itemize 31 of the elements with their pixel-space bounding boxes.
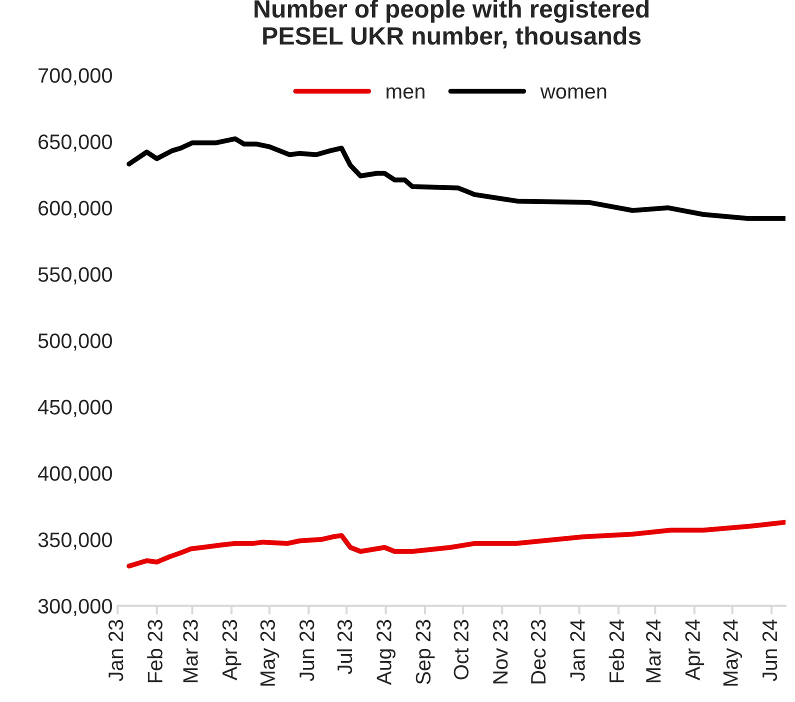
y-tick-label: 550,000 bbox=[38, 267, 112, 284]
x-tick-label: Sep 23 bbox=[416, 620, 435, 684]
y-tick-label: 400,000 bbox=[38, 466, 112, 484]
x-tick-label: Jul 23 bbox=[336, 620, 352, 674]
x-tick-label: Feb 23 bbox=[147, 620, 162, 682]
y-tick-label: 300,000 bbox=[38, 598, 112, 616]
x-tick-label: May 23 bbox=[260, 620, 280, 686]
y-tick-label: 600,000 bbox=[38, 200, 112, 218]
x-tick-label: Mar 24 bbox=[646, 620, 661, 682]
line-series bbox=[126, 136, 786, 221]
y-tick-label: 700,000 bbox=[38, 68, 112, 86]
x-tick-label: Jan 23 bbox=[108, 620, 124, 682]
y-tick-label: 450,000 bbox=[38, 400, 112, 418]
x-tick-label: Dec 23 bbox=[530, 620, 546, 684]
x-tick-label: Aug 23 bbox=[376, 620, 396, 686]
x-tick-label: Jun 23 bbox=[299, 620, 314, 682]
y-tick-label: 350,000 bbox=[38, 532, 112, 550]
x-tick-label: Jan 24 bbox=[570, 620, 585, 682]
y-tick-label: 650,000 bbox=[38, 134, 112, 152]
legend-label: men bbox=[386, 87, 424, 99]
line-series bbox=[126, 520, 786, 568]
x-tick-label: Nov 23 bbox=[492, 620, 508, 684]
x-tick-label: Apr 23 bbox=[222, 620, 242, 680]
x-tick-label: May 24 bbox=[723, 620, 742, 686]
x-tick-label: Oct 23 bbox=[454, 620, 469, 680]
x-tick-label: Jun 24 bbox=[762, 620, 778, 682]
x-tick-label: Feb 24 bbox=[608, 620, 624, 682]
x-tick-label: Apr 24 bbox=[685, 620, 704, 680]
legend-label: women bbox=[540, 87, 606, 99]
x-tick-label: Mar 23 bbox=[183, 620, 198, 682]
y-tick-label: 500,000 bbox=[38, 333, 112, 351]
